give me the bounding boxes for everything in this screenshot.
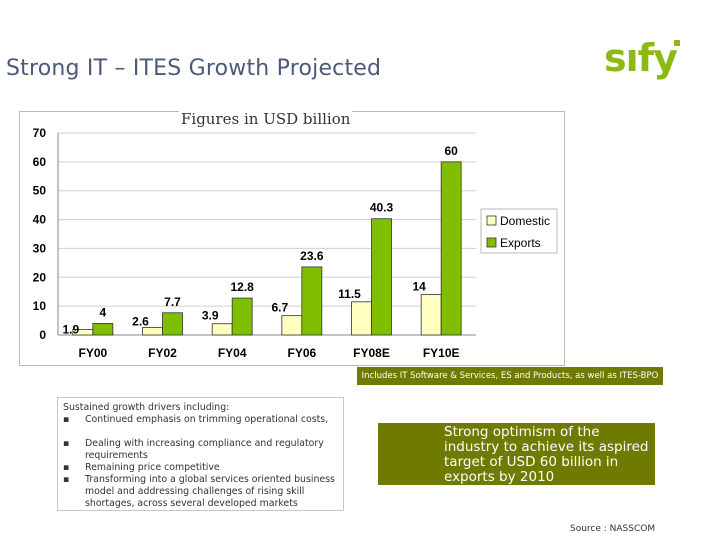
source-note: Source : NASSCOM <box>570 524 656 534</box>
chart-note: Includes IT Software & Services, ES and … <box>357 367 663 385</box>
data-label-domestic: 11.5 <box>338 287 361 301</box>
x-tick-label: FY04 <box>218 346 247 360</box>
growth-drivers-box: Sustained growth drivers including: ▪ Co… <box>57 397 344 511</box>
bar-exports <box>440 161 462 336</box>
sify-logo: sıfy <box>604 36 678 80</box>
y-tick-label: 20 <box>33 270 47 284</box>
x-tick-label: FY10E <box>423 346 460 360</box>
y-tick-label: 50 <box>33 184 47 198</box>
bar-domestic <box>142 327 163 336</box>
y-tick-label: 40 <box>33 213 47 227</box>
bar-exports <box>162 312 183 336</box>
driver-text: Continued emphasis on trimming operation… <box>85 414 329 425</box>
data-label-domestic: 6.7 <box>271 301 288 315</box>
legend-label: Domestic <box>500 214 550 228</box>
slide-title: Strong IT – ITES Growth Projected <box>6 56 382 81</box>
driver-text: Dealing with increasing compliance and r… <box>85 438 324 461</box>
legend-swatch <box>486 237 497 248</box>
drivers-heading: Sustained growth drivers including: <box>63 402 230 413</box>
bar-exports <box>231 297 253 336</box>
data-label-domestic: 2.6 <box>132 314 149 328</box>
bullet-icon: ▪ <box>63 474 70 485</box>
bar-exports <box>92 323 114 336</box>
y-tick-label: 0 <box>39 328 46 342</box>
data-label-exports: 7.7 <box>164 295 181 309</box>
logo-dot <box>674 40 680 46</box>
bar-domestic <box>211 323 233 336</box>
data-label-domestic: 1.9 <box>62 323 79 337</box>
data-label-exports: 23.6 <box>300 249 324 263</box>
x-tick-label: FY02 <box>148 346 177 360</box>
data-label-exports: 12.8 <box>230 280 254 294</box>
y-tick-label: 10 <box>33 299 47 313</box>
legend-label: Exports <box>500 236 541 250</box>
data-label-domestic: 3.9 <box>202 309 219 323</box>
bullet-icon: ▪ <box>63 462 70 473</box>
legend-swatch <box>486 215 497 226</box>
x-tick-label: FY00 <box>78 346 107 360</box>
bar-exports <box>371 218 392 336</box>
bar-domestic <box>351 301 372 336</box>
y-tick-label: 60 <box>33 155 47 169</box>
chart-subtitle: Figures in USD billion <box>179 110 353 128</box>
bullet-icon: ▪ <box>63 438 70 449</box>
data-label-domestic: 14 <box>412 280 426 294</box>
data-label-exports: 4 <box>99 305 106 319</box>
optimism-text: Strong optimism of the industry to achie… <box>444 424 649 485</box>
y-tick-label: 30 <box>33 241 47 255</box>
bar-domestic <box>281 315 303 336</box>
bar-domestic <box>420 294 442 336</box>
optimism-box <box>378 423 655 485</box>
bar-exports <box>301 266 323 336</box>
bar-chart: 0 10 20 30 40 50 60 70 1.9 4 FY00 2.6 7.7 FY02 3.9 12.8… <box>33 126 558 360</box>
driver-text: Remaining price competitive <box>85 462 220 473</box>
driver-text: Transforming into a global services orie… <box>85 474 335 509</box>
y-tick-label: 70 <box>33 126 47 140</box>
data-label-exports: 40.3 <box>370 201 394 215</box>
x-tick-label: FY08E <box>353 346 390 360</box>
bullet-icon: ▪ <box>63 414 70 425</box>
x-tick-label: FY06 <box>287 346 316 360</box>
data-label-exports: 60 <box>444 144 458 158</box>
